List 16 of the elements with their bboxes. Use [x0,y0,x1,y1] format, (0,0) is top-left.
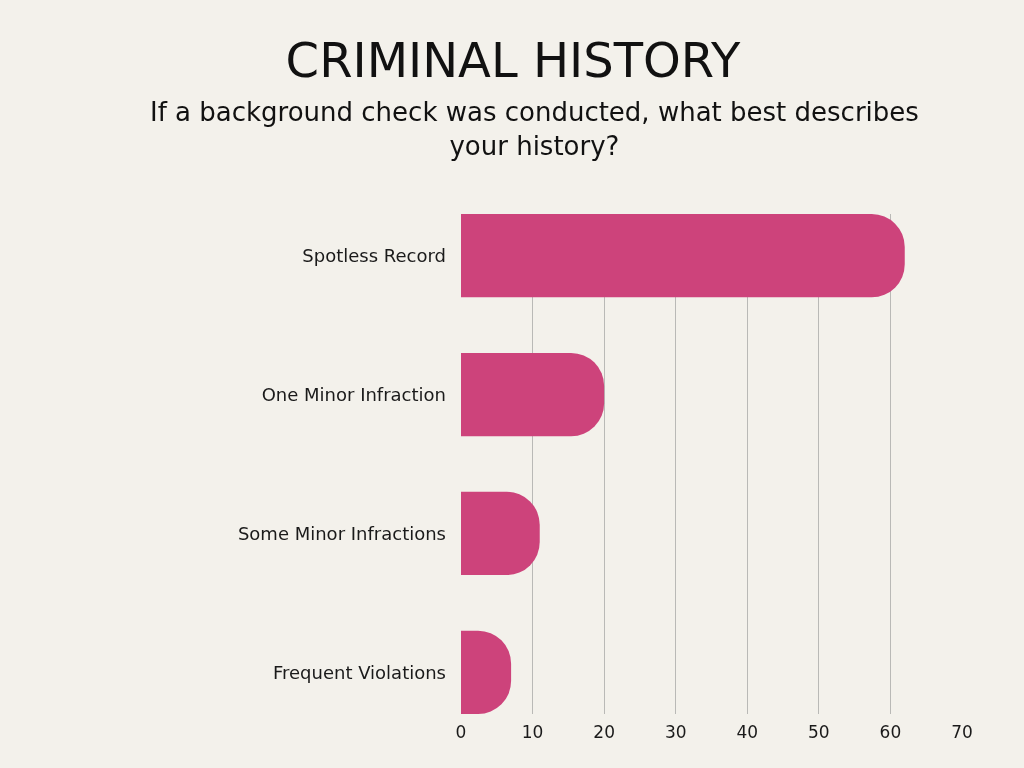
x-tick-label: 70 [951,722,973,742]
bar [461,352,605,437]
x-tick-label: 0 [455,722,467,742]
y-tick-label: Frequent Violations [272,661,446,683]
x-tick-label: 10 [521,722,544,742]
x-tick-label: 30 [664,722,687,742]
chart-title: CRIMINAL HISTORY [285,31,742,88]
x-tick-label: 60 [879,722,902,742]
chart-subtitle: If a background check was conducted, what best describes your history? [150,97,919,161]
x-tick-label: 40 [736,722,759,742]
x-tick-label: 20 [593,722,615,742]
x-tick-label: 50 [808,722,830,742]
y-tick-label: One Minor Infraction [261,383,446,405]
y-tick-label: Some Minor Infractions [237,522,446,544]
bar [461,214,905,298]
y-tick-label: Spotless Record [302,244,446,266]
